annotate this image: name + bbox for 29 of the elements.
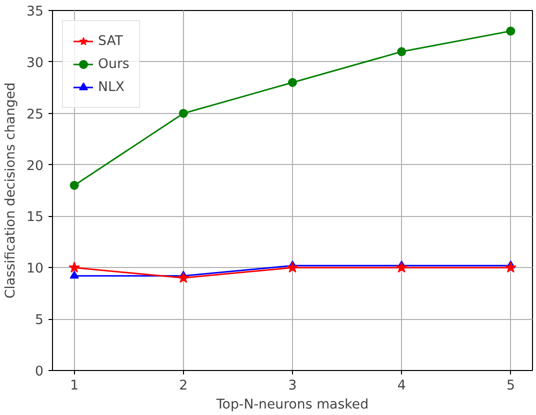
legend-label: NLX [98, 80, 125, 94]
x-tick-label: 1 [70, 378, 79, 394]
point [288, 78, 297, 87]
point [506, 26, 516, 36]
point [504, 262, 516, 273]
y-axis-title: Classification decisions changed [4, 82, 19, 299]
legend-label: SAT [98, 34, 123, 48]
legend-label: Ours [98, 56, 130, 72]
x-tick-label: 5 [506, 378, 515, 394]
point [397, 47, 406, 56]
point [286, 262, 298, 273]
x-tick-label: 2 [179, 378, 188, 394]
point [68, 262, 80, 273]
y-tick-label: 10 [26, 262, 44, 277]
x-tick-label: 3 [288, 378, 297, 394]
point [70, 180, 79, 190]
y-tick-label: 25 [26, 107, 44, 122]
y-tick-label: 35 [26, 4, 44, 20]
point [70, 270, 79, 279]
x-tick-label: 4 [397, 378, 406, 394]
point [396, 262, 408, 273]
y-tick-label: 0 [35, 364, 44, 380]
y-tick-label: 20 [26, 158, 44, 174]
y-tick-label: 5 [35, 313, 44, 328]
x-axis-title: Top-N-neurons masked [215, 398, 369, 412]
y-tick-label: 15 [26, 210, 44, 226]
point [178, 108, 188, 118]
point [178, 272, 190, 283]
y-tick-label: 30 [26, 56, 44, 71]
